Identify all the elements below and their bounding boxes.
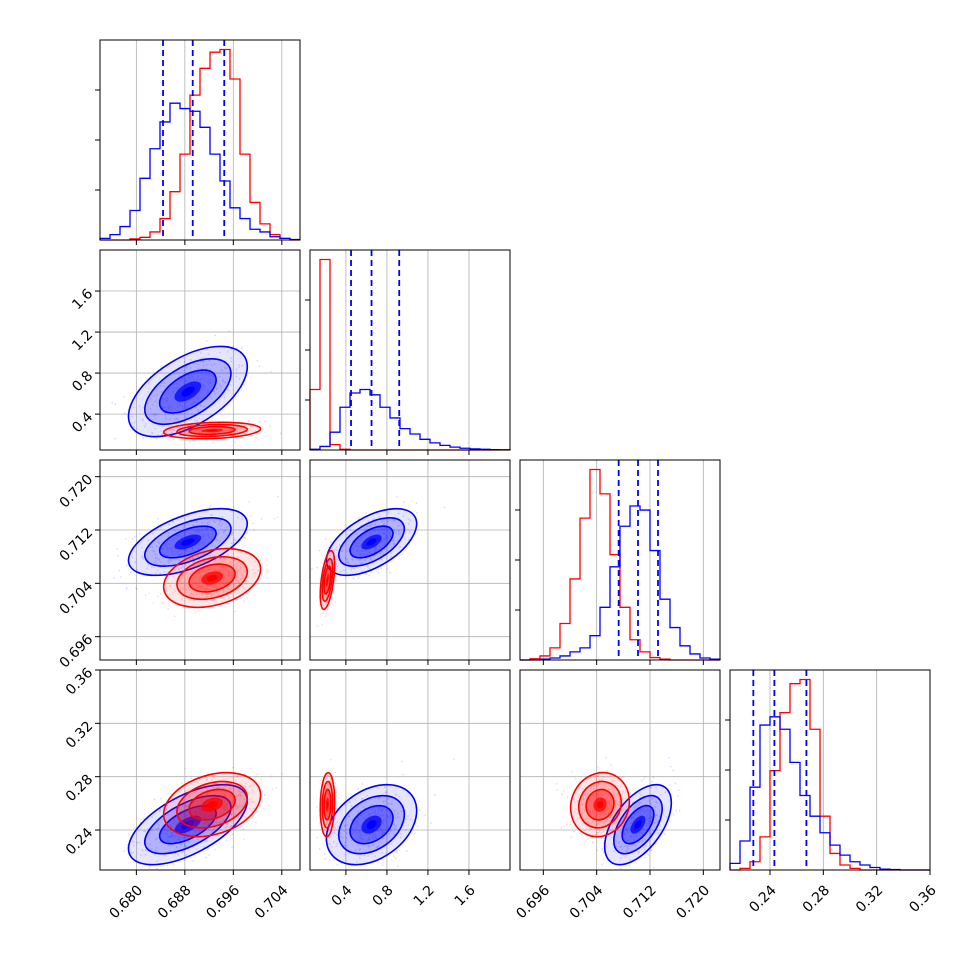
panel-content — [311, 496, 446, 627]
y-tick-label: 0.32 — [63, 718, 96, 751]
panel-content — [555, 756, 681, 870]
panel-content — [111, 330, 282, 443]
x-tick-label: 0.688 — [155, 882, 195, 922]
axes-frame — [309, 669, 511, 871]
y-tick-label: 1.2 — [69, 327, 96, 354]
y-tick-label: 0.4 — [69, 409, 96, 436]
density-peak-blue — [634, 820, 642, 830]
y-tick-label: 0.8 — [69, 368, 96, 395]
density-peak-blue — [366, 538, 377, 546]
density-peak-blue — [366, 820, 377, 830]
y-tick-label: 1.6 — [69, 286, 96, 313]
histogram-red — [520, 468, 720, 661]
x-tick-label: 1.6 — [452, 882, 479, 909]
histogram-panel — [725, 669, 931, 875]
scatter-panel — [519, 669, 721, 875]
x-tick-label: 0.8 — [370, 882, 397, 909]
x-tick-label: 0.712 — [620, 882, 660, 922]
axes-frame — [309, 459, 511, 661]
panel-content — [316, 758, 455, 870]
density-peak-red — [206, 801, 218, 809]
y-tick-label: 0.28 — [63, 772, 96, 805]
x-tick-label: 0.36 — [906, 882, 939, 915]
x-tick-label: 0.720 — [673, 882, 713, 922]
axes-frame — [519, 669, 721, 871]
density-peak-blue — [181, 538, 195, 546]
scatter-panel — [309, 669, 511, 875]
density-peak-red — [326, 576, 329, 584]
x-tick-label: 0.704 — [567, 882, 607, 922]
density-peak-blue — [181, 820, 195, 830]
x-tick-label: 0.24 — [746, 882, 779, 915]
x-tick-label: 0.696 — [203, 882, 243, 922]
scatter-panel — [95, 249, 301, 455]
density-peak-red — [206, 429, 218, 432]
histogram-panel — [305, 249, 511, 455]
axes-frame — [99, 249, 301, 451]
histogram-blue — [520, 505, 721, 661]
x-tick-label: 0.32 — [853, 882, 886, 915]
histogram-panel — [515, 459, 721, 665]
scatter-panel — [95, 669, 301, 875]
density-peak-blue — [181, 386, 195, 397]
density-peak-red — [326, 801, 329, 809]
scatter-points-red — [136, 522, 270, 618]
y-tick-label: 0.24 — [63, 825, 96, 858]
x-tick-label: 1.2 — [411, 882, 438, 909]
histogram-panel — [95, 39, 301, 245]
y-tick-label: 0.704 — [57, 578, 97, 618]
x-tick-label: 0.4 — [329, 882, 356, 909]
panel-content — [113, 495, 279, 618]
axes-frame — [99, 459, 301, 661]
y-tick-label: 0.720 — [57, 472, 97, 512]
x-tick-label: 0.680 — [106, 882, 146, 922]
panel-content — [100, 766, 284, 870]
x-tick-label: 0.704 — [252, 882, 292, 922]
histogram-red — [100, 48, 300, 241]
scatter-points-blue — [111, 330, 272, 440]
x-tick-label: 0.28 — [800, 882, 833, 915]
histogram-blue — [729, 716, 930, 871]
histogram-blue — [99, 102, 301, 241]
density-peak-red — [596, 801, 604, 809]
y-tick-label: 0.696 — [57, 632, 97, 672]
axes-frame — [99, 669, 301, 871]
scatter-panel — [309, 459, 511, 665]
histogram-blue — [309, 388, 511, 451]
x-tick-label: 0.696 — [513, 882, 553, 922]
density-peak-red — [206, 574, 218, 582]
y-tick-label: 0.712 — [57, 525, 97, 565]
scatter-panel — [95, 459, 301, 665]
